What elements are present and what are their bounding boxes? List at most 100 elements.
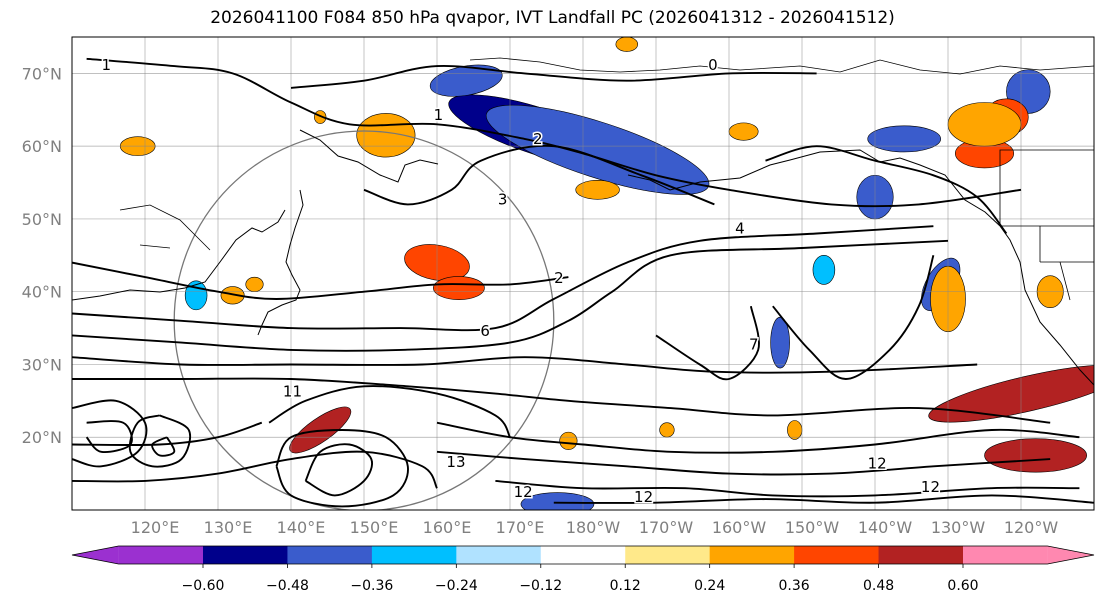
lon-tick-label: 160°E: [423, 518, 472, 537]
contour-label-1: 0: [708, 56, 718, 74]
lat-tick-label: 20°N: [22, 428, 62, 447]
contour-label-2: 1: [434, 106, 444, 124]
shaded-region-15: [928, 364, 1094, 423]
shaded-qvapor-anomalies: [119, 37, 1094, 510]
colorbar-segment-10: [963, 546, 1048, 564]
kamchatka-coastline: [299, 129, 439, 183]
contour-line-12: [86, 57, 1022, 208]
colorbar-tick-label: 0.24: [694, 578, 725, 594]
contour-line-5: [268, 385, 511, 438]
contour-label-14: 11: [283, 383, 302, 401]
lon-tick-label: 170°W: [639, 518, 694, 537]
contour-line-4: [72, 377, 1051, 424]
shaded-region-4: [867, 125, 942, 153]
contour-line-14: [363, 144, 715, 206]
shaded-region-30: [615, 37, 639, 52]
contour-label-12: 12: [921, 478, 940, 496]
colorbar-segment-3: [371, 546, 457, 564]
colorbar-tick-label: 0.12: [610, 578, 641, 594]
colorbar-tick-label: −0.48: [266, 578, 309, 594]
contour-label-11: 12: [634, 488, 653, 506]
contour-line-11: [553, 494, 1094, 504]
lat-tick-label: 30°N: [22, 355, 62, 374]
shaded-region-12: [433, 276, 485, 300]
contour-line-19: [275, 429, 409, 508]
contour-label-7: 6: [480, 322, 490, 340]
lon-tick-label: 130°W: [931, 518, 986, 537]
shaded-region-16: [984, 438, 1087, 473]
colorbar-segment-7: [709, 546, 795, 564]
contour-line-7: [72, 450, 438, 489]
shaded-region-23: [728, 122, 759, 141]
shaded-region-25: [559, 431, 578, 450]
contour-label-8: 7: [749, 335, 759, 353]
north-america-coastline: [627, 149, 1094, 386]
lon-tick-label: 140°E: [277, 518, 326, 537]
shaded-region-7: [770, 316, 790, 369]
colorbar: −0.60 −0.48 −0.36 −0.24 −0.12 0.12 0.24 0.36 0.4…: [71, 545, 1095, 594]
colorbar-tick-label: −0.24: [435, 578, 478, 594]
contour-line-8: [436, 421, 1080, 454]
arctic-coastline: [469, 57, 1094, 75]
colorbar-extend-high: [1047, 546, 1094, 564]
shaded-region-8: [520, 492, 595, 510]
colorbar-segment-8: [794, 546, 880, 564]
colorbar-segment-5: [540, 546, 626, 564]
lon-tick-label: 130°E: [204, 518, 253, 537]
contour-label-0: 1: [102, 56, 112, 74]
lat-tick-label: 50°N: [22, 210, 62, 229]
colorbar-segment-2: [287, 546, 373, 564]
contour-line-18: [304, 443, 373, 497]
political-borders: [999, 149, 1094, 301]
contour-line-17: [655, 306, 760, 381]
contour-label-3: 2: [533, 130, 543, 148]
contour-line-2: [72, 239, 949, 352]
colorbar-segment-9: [878, 546, 964, 564]
plot-frame: [71, 36, 1095, 511]
japan-coastline: [257, 189, 304, 336]
axis-tick-labels: 120°E 130°E 140°E 150°E 160°E 170°E 180°W 170°W…: [22, 64, 1059, 537]
colorbar-tick-label: 0.36: [779, 578, 810, 594]
shaded-region-28: [245, 276, 264, 292]
contour-label-4: 3: [498, 191, 508, 209]
shaded-region-27: [787, 420, 803, 440]
colorbar-tick-label: 0.60: [947, 578, 978, 594]
contour-label-6: 2: [554, 269, 564, 287]
colorbar-segment-0: [118, 546, 203, 564]
colorbar-extend-low: [72, 546, 119, 564]
contour-line-0: [72, 261, 569, 300]
contour-label-5: 4: [735, 220, 745, 238]
contour-label-13: 12: [868, 455, 887, 473]
lat-tick-label: 60°N: [22, 137, 62, 156]
contour-line-6: [72, 421, 263, 446]
shaded-region-22: [947, 102, 1022, 147]
colorbar-outline: [71, 545, 1095, 565]
colorbar-tick-label: −0.36: [350, 578, 393, 594]
lat-tick-label: 40°N: [22, 283, 62, 302]
lon-tick-label: 170°E: [496, 518, 545, 537]
contour-line-20: [72, 399, 148, 468]
colorbar-tick-label: 0.48: [863, 578, 894, 594]
contour-line-10: [495, 479, 1080, 498]
lon-tick-label: 120°W: [1004, 518, 1059, 537]
contour-line-15: [765, 145, 1008, 235]
asia-interior-borders: [119, 204, 211, 251]
lon-tick-label: 120°E: [131, 518, 180, 537]
shaded-region-26: [659, 422, 675, 438]
contour-line-13: [290, 64, 817, 89]
colorbar-segment-1: [203, 546, 288, 564]
colorbar-tick-label: −0.12: [519, 578, 562, 594]
ivt-contours: [72, 57, 1094, 508]
lat-tick-label: 70°N: [22, 64, 62, 83]
lon-tick-label: 140°W: [858, 518, 913, 537]
contour-line-1: [72, 225, 934, 332]
colorbar-tick-label: −0.60: [182, 578, 225, 594]
asia-coastline: [72, 209, 286, 301]
contour-label-9: 13: [446, 453, 465, 471]
shaded-region-10: [812, 255, 836, 285]
contour-line-23: [151, 436, 176, 457]
colorbar-segment-6: [625, 546, 711, 564]
colorbar-segment-4: [456, 546, 542, 564]
